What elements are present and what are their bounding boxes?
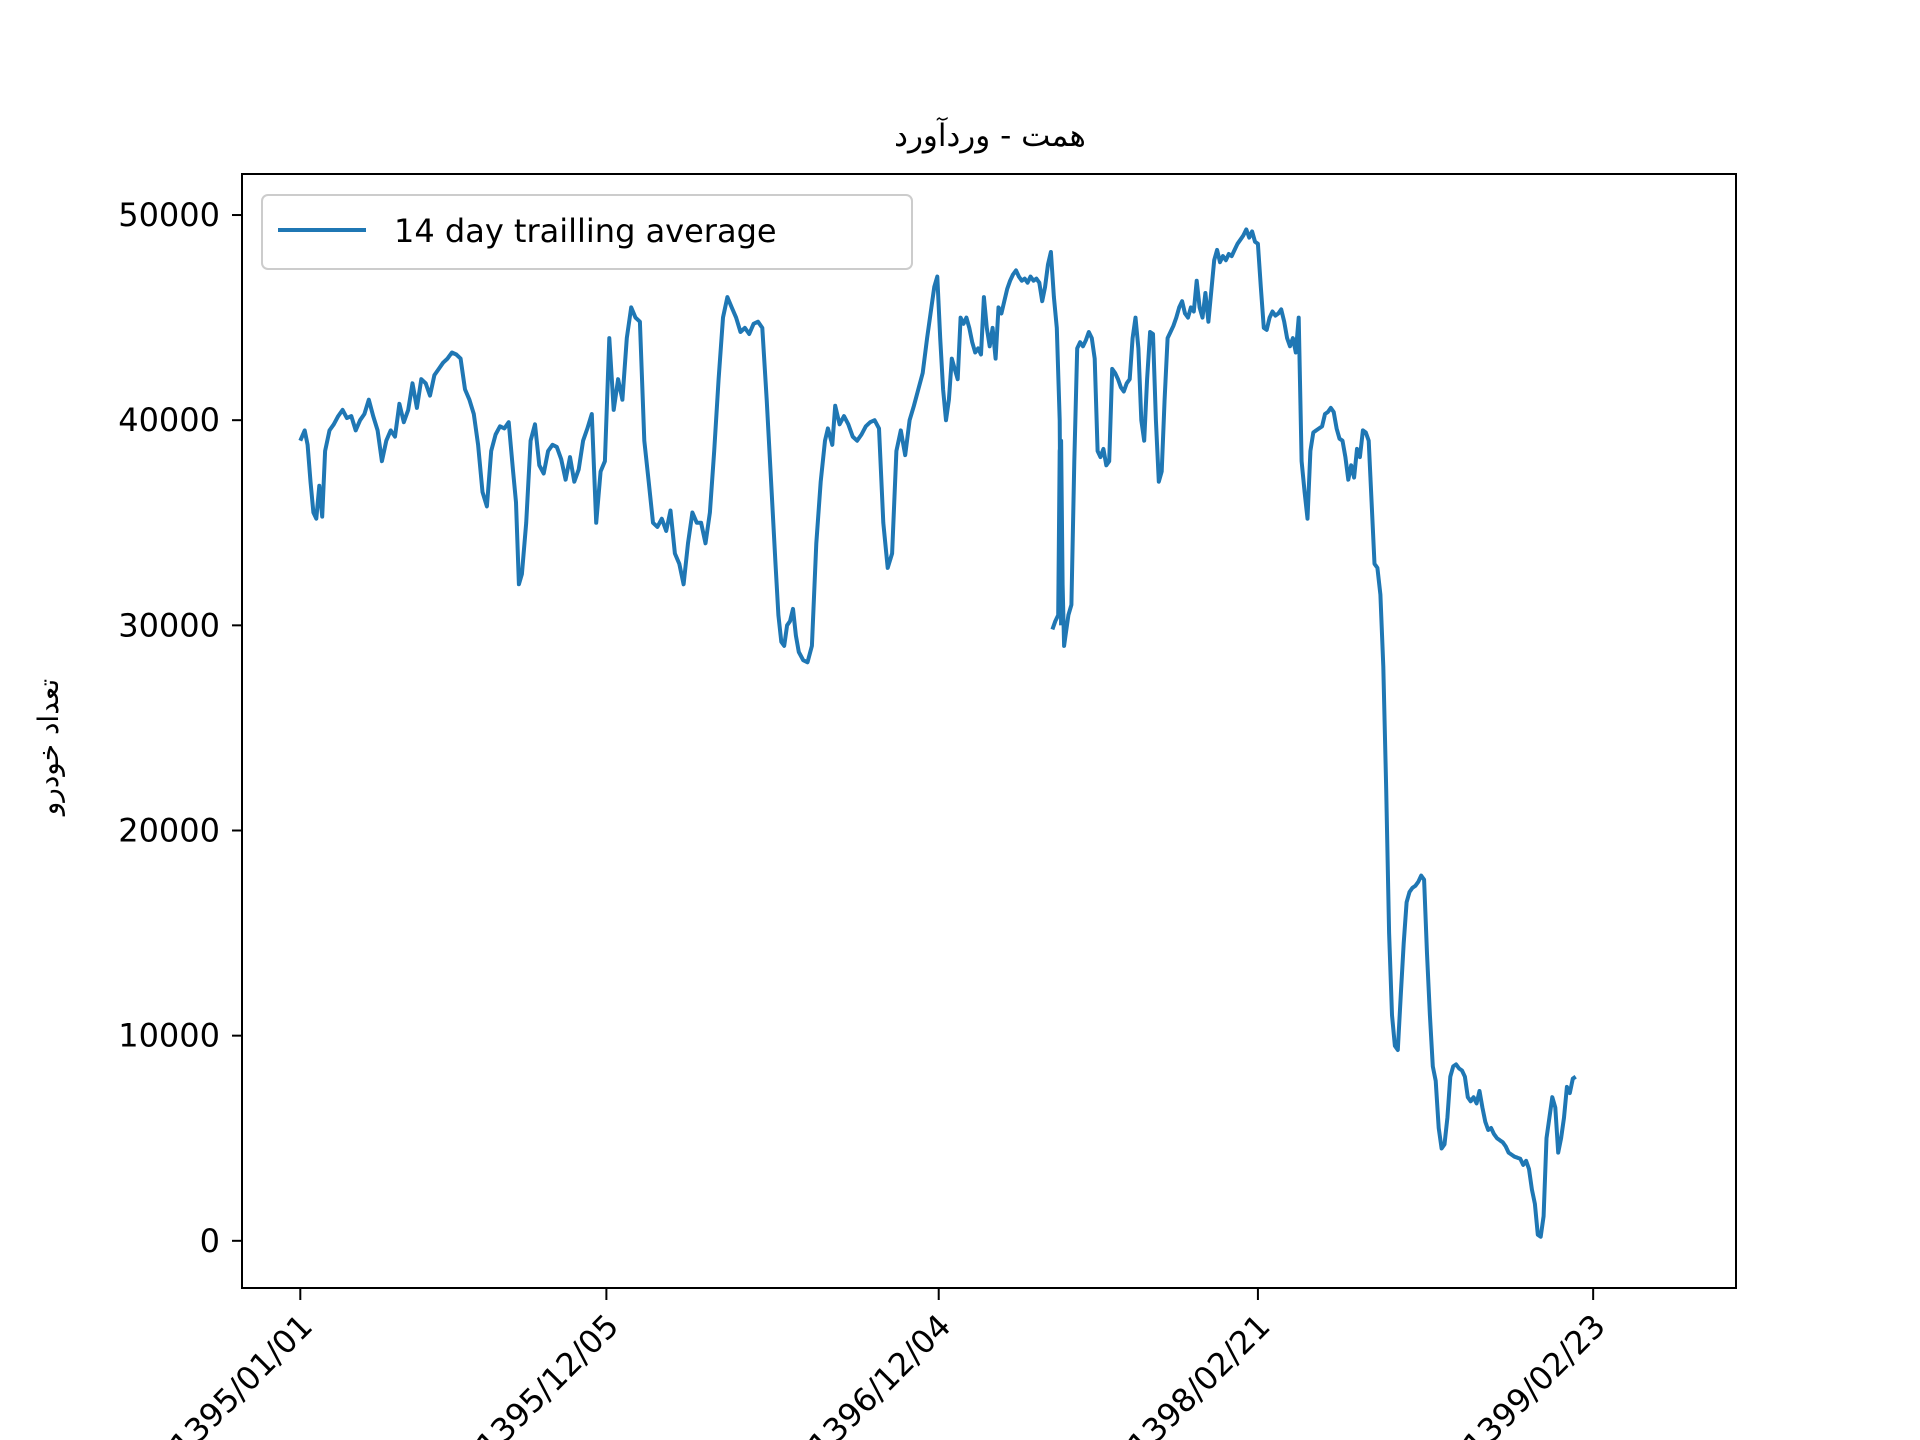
series-line-segment-2 bbox=[1050, 227, 1577, 1239]
y-axis: 0 10000 20000 30000 40000 50000 bbox=[118, 196, 242, 1260]
chart-title: همت - وردآورد bbox=[894, 116, 1086, 154]
y-tick-label: 0 bbox=[200, 1222, 220, 1260]
y-tick-label: 40000 bbox=[118, 401, 220, 439]
legend-box bbox=[261, 194, 913, 270]
series-layer bbox=[298, 227, 1577, 1239]
y-tick-label: 10000 bbox=[118, 1017, 220, 1055]
y-tick-label: 30000 bbox=[118, 606, 220, 644]
y-axis-label: تعداد خودرو bbox=[32, 679, 65, 817]
series-line-segment-1 bbox=[298, 250, 1064, 665]
legend: 14 day trailling average bbox=[261, 194, 913, 270]
plot-area bbox=[241, 173, 1737, 1289]
y-tick-label: 20000 bbox=[118, 812, 220, 850]
legend-entry-label: 14 day trailling average bbox=[394, 212, 777, 250]
axes-frame bbox=[241, 173, 1737, 1289]
y-tick-label: 50000 bbox=[118, 196, 220, 234]
